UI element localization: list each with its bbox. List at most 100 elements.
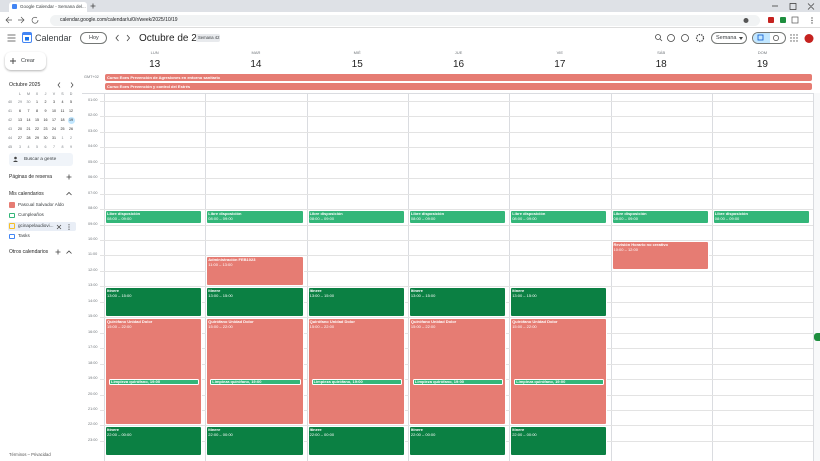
event-time[interactable]: 13:00 – 15:00: [410, 293, 436, 299]
mini-day[interactable]: 6: [44, 145, 47, 149]
event-title[interactable]: Itinere: [309, 287, 322, 293]
main-menu[interactable]: [7, 34, 16, 42]
event[interactable]: [408, 286, 507, 317]
event-time[interactable]: 15:00 – 22:00: [410, 324, 436, 330]
event-time[interactable]: 08:00 – 09:00: [512, 216, 537, 222]
new-tab[interactable]: [90, 3, 96, 9]
event-time[interactable]: 08:00 – 09:00: [714, 216, 740, 222]
period-arrows[interactable]: [114, 34, 132, 42]
calendar-checkbox[interactable]: [9, 202, 15, 208]
event-time[interactable]: 13:00 – 15:00: [208, 293, 233, 299]
event-time[interactable]: 13:00 – 15:00: [512, 293, 537, 299]
event[interactable]: [712, 209, 811, 225]
mini-nav[interactable]: [57, 82, 75, 88]
event-time[interactable]: 08:00 – 09:00: [613, 216, 638, 222]
event-title[interactable]: Itinere: [309, 426, 322, 432]
event[interactable]: [206, 425, 304, 456]
calendar-checkbox[interactable]: [9, 233, 15, 239]
event-time[interactable]: 22:00 – 00:00: [410, 432, 436, 438]
event[interactable]: [408, 209, 507, 225]
event[interactable]: [307, 317, 405, 425]
mini-day[interactable]: 7: [27, 109, 30, 113]
event[interactable]: [105, 425, 203, 456]
event-time[interactable]: 15:00 – 22:00: [309, 324, 335, 330]
event[interactable]: [510, 317, 608, 425]
mini-day[interactable]: 30: [26, 100, 31, 104]
scrollbar[interactable]: [813, 93, 820, 461]
mini-day[interactable]: 16: [43, 118, 48, 122]
event-chip[interactable]: [311, 378, 402, 385]
mini-day[interactable]: 19: [69, 118, 73, 122]
event-time[interactable]: 11:00 – 13:00: [208, 262, 233, 268]
other-calendars[interactable]: Otros calendarios: [9, 249, 49, 255]
mini-day[interactable]: 30: [43, 136, 48, 140]
event-title[interactable]: Quirófano Unidad Dolor: [410, 318, 457, 324]
footer-links[interactable]: Términos – Privacidad: [9, 452, 51, 457]
event[interactable]: [611, 209, 709, 225]
day-date[interactable]: 13: [149, 59, 161, 70]
browser-icons[interactable]: [740, 16, 818, 25]
event-title[interactable]: Itinere: [512, 287, 525, 293]
event-title[interactable]: Libre disposición: [410, 210, 445, 216]
calendar-name[interactable]: Pascual Salvador Aldo: [18, 201, 64, 207]
mini-day[interactable]: 23: [43, 127, 48, 131]
mini-day[interactable]: 31: [52, 136, 56, 140]
day-date[interactable]: 19: [756, 59, 768, 70]
calendar-checkbox[interactable]: [9, 212, 15, 218]
mini-day[interactable]: 11: [60, 109, 65, 113]
mini-day[interactable]: 15: [35, 118, 39, 122]
event-time[interactable]: 08:00 – 09:00: [208, 216, 233, 222]
event-chip[interactable]: [514, 378, 605, 385]
event[interactable]: [408, 425, 507, 456]
mini-day[interactable]: 29: [35, 136, 39, 140]
event[interactable]: [206, 209, 304, 225]
booking-add[interactable]: [66, 174, 72, 180]
mini-day[interactable]: 4: [27, 145, 30, 149]
event[interactable]: [206, 286, 304, 317]
mini-day[interactable]: 3: [19, 145, 21, 149]
event-time[interactable]: 22:00 – 00:00: [107, 432, 132, 438]
all-day-title[interactable]: Curso Eoes Prevención y control del Estr…: [107, 83, 191, 89]
event-time[interactable]: 08:00 – 09:00: [410, 216, 436, 222]
mini-day[interactable]: 9: [70, 145, 72, 149]
event[interactable]: [105, 209, 203, 225]
side-panel-toggle[interactable]: [814, 333, 820, 341]
all-day-title[interactable]: Curso Eoes Prevención de Agresiones en e…: [107, 74, 220, 80]
mini-day[interactable]: 18: [60, 118, 65, 122]
event-time[interactable]: 13:00 – 15:00: [309, 293, 335, 299]
event-title[interactable]: Quirófano Unidad Dolor: [512, 318, 558, 324]
event-chip[interactable]: [210, 378, 301, 385]
event-time[interactable]: 08:00 – 09:00: [309, 216, 335, 222]
event-title[interactable]: Itinere: [410, 287, 423, 293]
event-title[interactable]: Administración FEB1023: [208, 256, 256, 262]
event[interactable]: [307, 209, 405, 225]
mini-day[interactable]: 6: [19, 109, 21, 113]
my-calendars-title[interactable]: Mis calendarios: [9, 190, 44, 197]
event-time[interactable]: 22:00 – 00:00: [512, 432, 537, 438]
mini-day[interactable]: 8: [61, 145, 64, 149]
event[interactable]: [307, 286, 405, 317]
other-calendars-actions[interactable]: [55, 249, 72, 255]
mini-day[interactable]: 2: [44, 100, 47, 104]
event-chip[interactable]: [109, 378, 200, 385]
all-day-event[interactable]: [105, 83, 813, 90]
day-date[interactable]: 18: [655, 59, 667, 70]
active-tab[interactable]: [9, 2, 87, 12]
url[interactable]: calendar.google.com/calendar/u/0/r/week/…: [60, 16, 178, 23]
event-title[interactable]: Libre disposición: [107, 210, 141, 216]
calendar-name[interactable]: Tasks: [18, 233, 30, 239]
event-time[interactable]: 22:00 – 00:00: [309, 432, 335, 438]
event-time[interactable]: 22:00 – 00:00: [208, 432, 233, 438]
event-chip-title[interactable]: Limpieza quirófano, 19:00: [212, 378, 262, 384]
event-title[interactable]: Quirófano Unidad Dolor: [309, 318, 355, 324]
mini-day[interactable]: 28: [26, 136, 31, 140]
event-title[interactable]: Libre disposición: [512, 210, 546, 216]
account-area[interactable]: [790, 34, 816, 44]
event[interactable]: [611, 240, 709, 271]
calendar-row-actions[interactable]: [56, 224, 74, 230]
event-title[interactable]: Libre disposición: [309, 210, 343, 216]
today-label[interactable]: Hoy: [89, 34, 99, 41]
mini-day[interactable]: 3: [53, 100, 55, 104]
mini-day[interactable]: 26: [69, 127, 73, 131]
event-title[interactable]: Libre disposición: [613, 210, 647, 216]
